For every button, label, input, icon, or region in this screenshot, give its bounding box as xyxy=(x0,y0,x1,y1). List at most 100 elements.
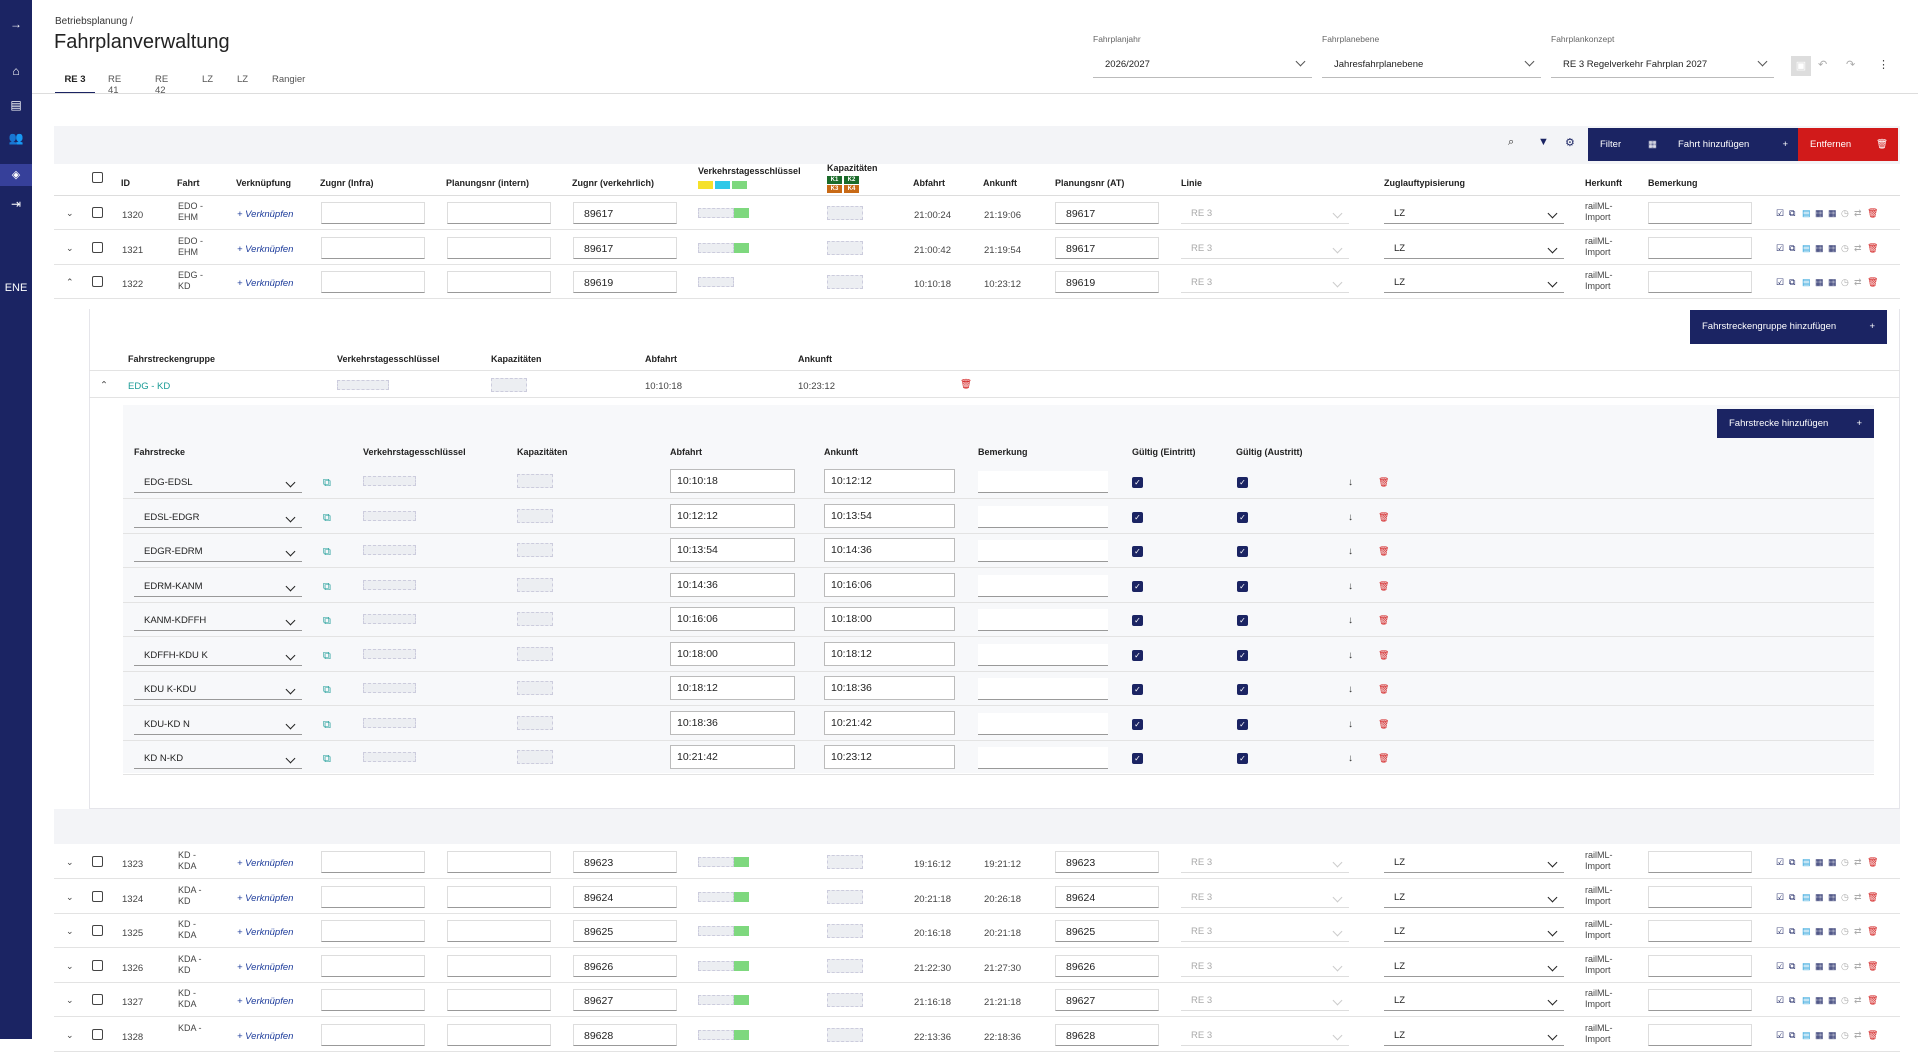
calendar-icon[interactable]: ▤ xyxy=(1802,960,1811,971)
copy-icon[interactable]: ⧉ xyxy=(1789,277,1796,287)
undo-icon[interactable]: ↶ xyxy=(1818,59,1828,71)
kap-tag[interactable] xyxy=(517,750,553,764)
kap-tag[interactable] xyxy=(827,993,863,1007)
calendar-icon[interactable]: ▦ xyxy=(1815,960,1824,971)
tab-1[interactable]: RE 41 xyxy=(108,74,122,96)
planungsnr-at-input[interactable]: 89627 xyxy=(1055,989,1159,1011)
trash-icon[interactable]: 🗑 xyxy=(1378,718,1390,729)
segment-bemerkung-input[interactable] xyxy=(978,471,1108,493)
copy-icon[interactable]: ⧉ xyxy=(1789,208,1796,218)
trash-icon[interactable]: 🗑 xyxy=(1378,477,1390,487)
trash-icon[interactable]: 🗑 xyxy=(1378,546,1390,556)
swap-icon[interactable]: ⇄ xyxy=(1854,857,1862,867)
linie-select[interactable]: RE 3 xyxy=(1181,886,1349,908)
planungsnr-at-input[interactable]: 89626 xyxy=(1055,954,1159,977)
linie-select[interactable]: RE 3 xyxy=(1181,989,1349,1011)
copy-icon[interactable]: ⧉ xyxy=(1789,1029,1796,1040)
users-icon[interactable]: 👥 xyxy=(8,131,24,145)
calendar-icon[interactable]: ▦ xyxy=(1828,926,1837,936)
segment-arr-input[interactable]: 10:18:00 xyxy=(824,607,955,631)
swap-icon[interactable]: ⇄ xyxy=(1854,242,1862,253)
zugnr-verkehrlich-input[interactable]: 89624 xyxy=(573,885,677,908)
planungsnr-intern-input[interactable] xyxy=(447,851,551,873)
calendar-icon[interactable]: ▦ xyxy=(1815,926,1824,936)
zugnr-verkehrlich-input[interactable]: 89625 xyxy=(573,920,677,942)
calendar-icon[interactable]: ▦ xyxy=(1815,995,1824,1005)
copy-icon[interactable]: ⧉ xyxy=(1789,242,1796,253)
trash-icon[interactable]: 🗑 xyxy=(1378,649,1390,660)
segment-arr-input[interactable]: 10:13:54 xyxy=(824,503,955,528)
concept-select[interactable]: RE 3 Regelverkehr Fahrplan 2027 xyxy=(1551,50,1774,78)
arrow-down-icon[interactable]: ↓ xyxy=(1348,684,1353,695)
bemerkung-input[interactable] xyxy=(1648,851,1752,873)
zugnr-verkehrlich-input[interactable]: 89628 xyxy=(573,1023,677,1046)
expand-icon[interactable]: ⌄ xyxy=(66,857,74,867)
vtk-tag[interactable] xyxy=(698,926,734,936)
link-button[interactable]: + Verknüpfen xyxy=(237,858,294,869)
trash-icon[interactable]: 🗑 xyxy=(1378,511,1390,522)
year-select[interactable]: 2026/2027 xyxy=(1093,50,1312,78)
valid-entry-checkbox[interactable]: ✓ xyxy=(1132,718,1143,730)
bemerkung-input[interactable] xyxy=(1648,989,1752,1011)
vtk-tag[interactable] xyxy=(698,960,734,971)
segment-dep-input[interactable]: 10:10:18 xyxy=(670,469,795,493)
more-icon[interactable]: ⋮ xyxy=(1878,59,1889,71)
copy-icon[interactable]: ⧉ xyxy=(1789,926,1796,936)
segment-bemerkung-input[interactable] xyxy=(978,712,1108,735)
vtk-tag[interactable] xyxy=(363,752,416,762)
link-button[interactable]: + Verknüpfen xyxy=(237,996,294,1007)
clock-icon[interactable]: ◷ xyxy=(1841,857,1849,867)
segment-select[interactable]: EDG-EDSL xyxy=(134,471,302,493)
check-icon[interactable]: ☑ xyxy=(1776,857,1785,867)
external-link-icon[interactable]: ⧉ xyxy=(323,718,331,731)
zugnr-verkehrlich-input[interactable]: 89617 xyxy=(573,236,677,259)
segment-dep-input[interactable]: 10:18:00 xyxy=(670,641,795,666)
typ-select[interactable]: LZ xyxy=(1384,920,1564,942)
calendar-icon[interactable]: ▦ xyxy=(1828,242,1837,253)
calendar-icon[interactable]: ▤ xyxy=(1802,857,1811,867)
trash-icon[interactable]: 🗑 xyxy=(1378,753,1390,763)
vtk-tag[interactable] xyxy=(363,545,416,555)
valid-exit-checkbox[interactable]: ✓ xyxy=(1237,753,1248,764)
copy-icon[interactable]: ⧉ xyxy=(1789,995,1796,1005)
arrow-down-icon[interactable]: ↓ xyxy=(1348,649,1353,661)
external-link-icon[interactable]: ⧉ xyxy=(323,546,331,558)
planungsnr-at-input[interactable]: 89619 xyxy=(1055,271,1159,293)
breadcrumb-link[interactable]: Betriebsplanung xyxy=(55,16,128,27)
trash-icon[interactable]: 🗑 xyxy=(1867,242,1879,253)
funnel-icon[interactable]: ▼ xyxy=(1538,136,1549,148)
expand-icon[interactable]: ⌄ xyxy=(66,1029,74,1040)
expand-icon[interactable]: ⌄ xyxy=(66,208,74,218)
valid-exit-checkbox[interactable]: ✓ xyxy=(1237,580,1248,592)
check-icon[interactable]: ☑ xyxy=(1776,891,1785,902)
linie-select[interactable]: RE 3 xyxy=(1181,851,1349,873)
swap-icon[interactable]: ⇄ xyxy=(1854,277,1862,287)
segment-bemerkung-input[interactable] xyxy=(978,574,1108,597)
logout-icon[interactable]: ⇥ xyxy=(10,197,22,211)
planungsnr-at-input[interactable]: 89617 xyxy=(1055,202,1159,224)
link-button[interactable]: + Verknüpfen xyxy=(237,209,294,220)
trash-icon[interactable]: 🗑 xyxy=(1378,684,1390,694)
valid-exit-checkbox[interactable]: ✓ xyxy=(1237,477,1248,488)
arrow-down-icon[interactable]: ↓ xyxy=(1348,511,1353,523)
check-icon[interactable]: ☑ xyxy=(1776,277,1785,287)
trash-icon[interactable]: 🗑 xyxy=(1867,891,1879,902)
select-all-checkbox[interactable] xyxy=(92,172,103,183)
check-icon[interactable]: ☑ xyxy=(1776,926,1785,936)
tab-5[interactable]: Rangier xyxy=(272,74,306,85)
valid-entry-checkbox[interactable]: ✓ xyxy=(1132,477,1143,488)
segment-arr-input[interactable]: 10:23:12 xyxy=(824,745,955,769)
calendar-icon[interactable]: ▤ xyxy=(1802,277,1811,287)
vtk-tag[interactable] xyxy=(363,614,416,624)
row-checkbox[interactable] xyxy=(92,890,103,902)
segment-arr-input[interactable]: 10:14:36 xyxy=(824,538,955,562)
kap-tag[interactable] xyxy=(517,715,553,730)
trash-icon[interactable]: 🗑 xyxy=(1867,926,1879,936)
segment-select[interactable]: EDGR-EDRM xyxy=(134,540,302,562)
vtk-tag[interactable] xyxy=(363,476,416,486)
clock-icon[interactable]: ◷ xyxy=(1841,891,1849,902)
planungsnr-intern-input[interactable] xyxy=(447,271,551,293)
check-icon[interactable]: ☑ xyxy=(1776,208,1785,218)
row-checkbox[interactable] xyxy=(92,276,103,287)
calendar-icon[interactable]: ▦ xyxy=(1815,857,1824,867)
